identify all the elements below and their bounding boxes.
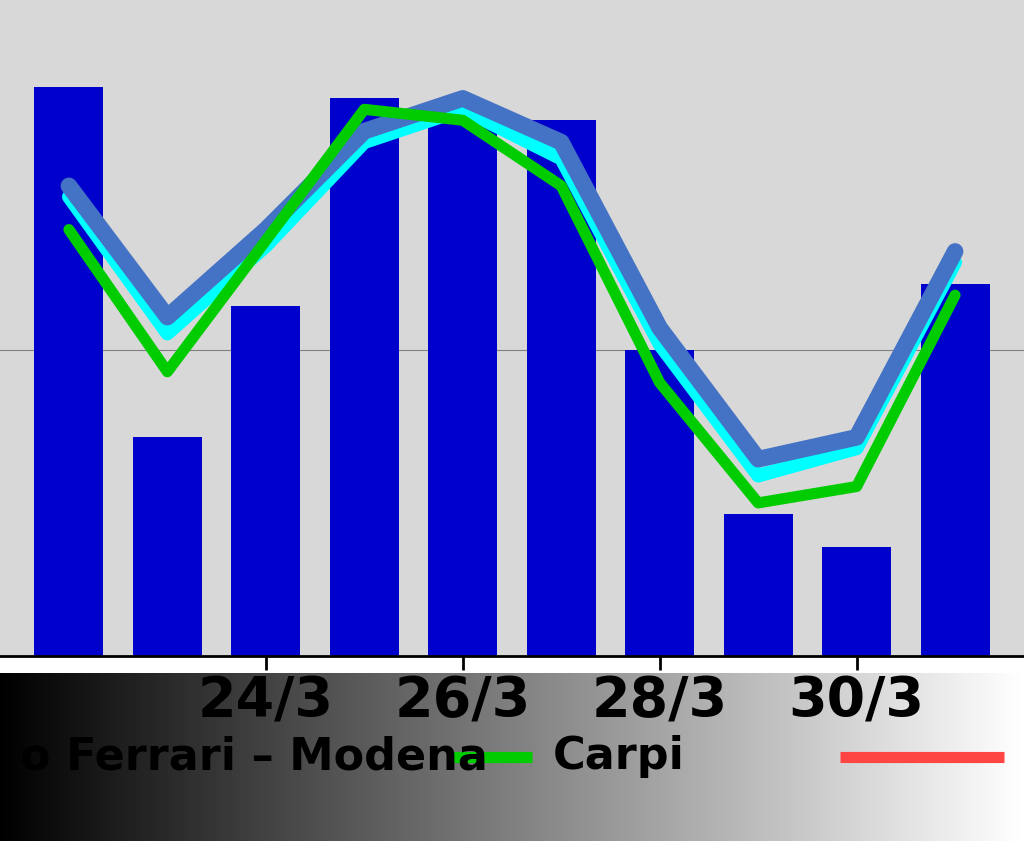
Bar <box>822 547 891 656</box>
Text: o Ferrari – Modena: o Ferrari – Modena <box>20 735 488 779</box>
Bar <box>133 437 202 656</box>
Bar <box>921 284 989 656</box>
Text: Carpi: Carpi <box>553 735 685 779</box>
Bar <box>526 120 596 656</box>
Bar <box>724 514 793 656</box>
Bar <box>330 98 398 656</box>
Bar <box>231 306 300 656</box>
Bar <box>428 120 498 656</box>
Bar <box>35 87 103 656</box>
Bar <box>626 350 694 656</box>
